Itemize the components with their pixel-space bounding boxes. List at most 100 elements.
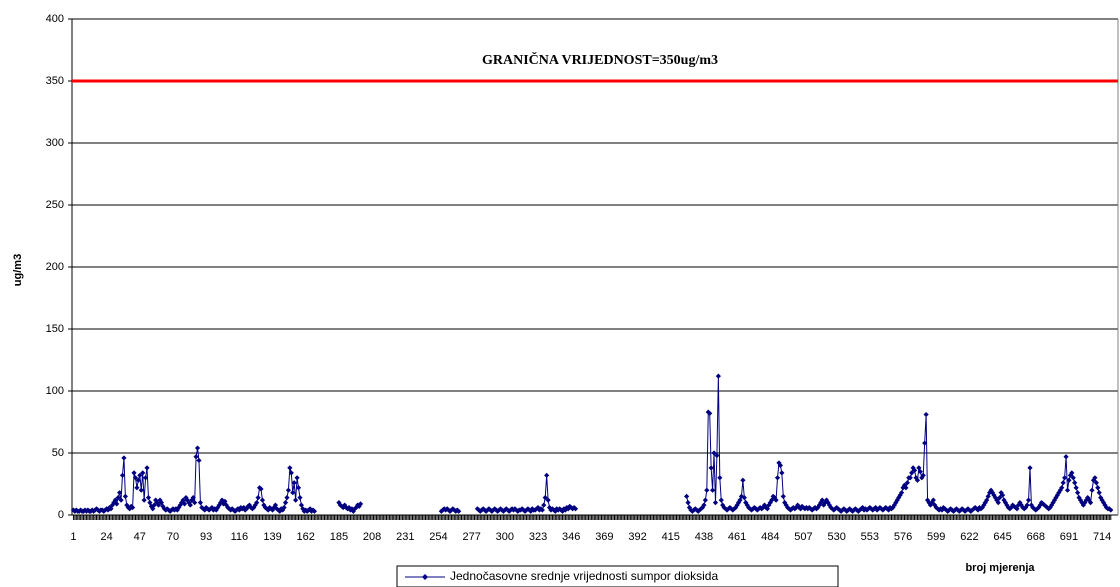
data-point bbox=[735, 500, 742, 506]
data-point bbox=[223, 502, 229, 508]
data-point bbox=[774, 475, 781, 481]
data-point bbox=[242, 507, 248, 513]
data-point bbox=[230, 507, 237, 513]
data-point bbox=[73, 507, 79, 513]
legend-label: Jednočasovne srednje vrijednosti sumpor … bbox=[450, 569, 718, 583]
data-point bbox=[549, 506, 556, 512]
data-point bbox=[132, 475, 139, 481]
data-point bbox=[950, 508, 957, 514]
data-point bbox=[942, 506, 948, 512]
data-point bbox=[841, 506, 847, 512]
data-point bbox=[297, 495, 303, 501]
data-point bbox=[290, 490, 296, 496]
data-point bbox=[486, 506, 492, 512]
data-point bbox=[861, 507, 867, 513]
data-point bbox=[99, 507, 105, 513]
data-point bbox=[193, 454, 199, 460]
data-point bbox=[1108, 507, 1114, 513]
data-point bbox=[939, 507, 945, 513]
data-point bbox=[685, 500, 691, 506]
data-point bbox=[174, 507, 180, 513]
data-point bbox=[836, 507, 843, 513]
data-point bbox=[525, 506, 531, 512]
data-point bbox=[300, 506, 306, 512]
x-tick-label: 691 bbox=[1060, 531, 1078, 543]
data-point bbox=[898, 490, 905, 496]
data-point bbox=[117, 490, 123, 496]
data-point bbox=[839, 507, 846, 513]
data-point bbox=[474, 506, 481, 512]
data-point bbox=[1064, 487, 1071, 493]
data-point bbox=[1089, 487, 1095, 493]
data-point bbox=[147, 500, 153, 506]
data-point bbox=[731, 506, 737, 512]
data-point bbox=[254, 500, 260, 506]
data-point bbox=[705, 409, 711, 415]
data-point bbox=[724, 507, 730, 513]
data-point bbox=[714, 452, 720, 459]
data-point bbox=[809, 507, 815, 513]
data-point bbox=[509, 506, 515, 512]
data-point bbox=[914, 477, 921, 483]
data-point bbox=[1087, 500, 1094, 506]
legend-box bbox=[396, 565, 839, 587]
x-tick-label: 415 bbox=[662, 531, 680, 543]
data-point bbox=[1008, 504, 1014, 511]
data-point bbox=[842, 507, 848, 513]
data-point bbox=[897, 492, 903, 498]
data-point bbox=[287, 465, 293, 471]
data-point bbox=[896, 495, 902, 501]
data-point bbox=[545, 497, 551, 503]
data-point bbox=[924, 497, 931, 503]
data-point bbox=[829, 506, 835, 512]
data-point bbox=[972, 504, 978, 511]
x-tick-label: 530 bbox=[827, 531, 845, 543]
data-point bbox=[1096, 490, 1102, 496]
data-point bbox=[275, 507, 281, 513]
data-point bbox=[913, 475, 919, 481]
data-point bbox=[285, 487, 292, 493]
data-point bbox=[190, 495, 196, 501]
data-point bbox=[936, 507, 942, 513]
data-point bbox=[93, 506, 100, 512]
data-point bbox=[787, 507, 794, 513]
data-point bbox=[949, 507, 955, 513]
x-tick-label: 254 bbox=[429, 531, 447, 543]
data-point bbox=[171, 507, 178, 513]
data-point bbox=[998, 490, 1004, 496]
x-tick-label: 208 bbox=[363, 531, 381, 543]
data-point bbox=[999, 492, 1006, 498]
data-point bbox=[179, 500, 185, 506]
data-point bbox=[532, 507, 538, 513]
data-point bbox=[904, 480, 910, 486]
y-tick-label: 150 bbox=[46, 323, 64, 335]
data-point bbox=[751, 504, 758, 511]
data-point bbox=[438, 508, 444, 514]
data-point bbox=[750, 506, 756, 512]
limit-label: GRANIČNA VRIJEDNOST=350ug/m3 bbox=[482, 51, 718, 68]
data-point bbox=[1063, 454, 1069, 460]
x-tick-label: 599 bbox=[927, 531, 945, 543]
x-tick-label: 714 bbox=[1093, 531, 1111, 543]
data-point bbox=[868, 506, 874, 512]
data-point bbox=[932, 502, 938, 508]
data-point bbox=[730, 507, 736, 513]
data-point bbox=[484, 507, 491, 513]
x-axis-label: broj mjerenja bbox=[965, 562, 1035, 574]
data-point bbox=[541, 502, 547, 508]
data-point bbox=[754, 507, 760, 513]
data-point bbox=[295, 485, 302, 491]
data-point bbox=[818, 500, 824, 506]
data-point bbox=[536, 507, 543, 513]
data-point bbox=[274, 506, 280, 512]
data-point bbox=[834, 504, 840, 511]
data-point bbox=[965, 506, 971, 512]
data-point bbox=[901, 482, 908, 488]
data-point bbox=[206, 507, 212, 513]
data-point bbox=[1060, 480, 1066, 486]
data-point bbox=[502, 507, 508, 513]
data-point bbox=[808, 506, 814, 512]
data-point bbox=[851, 507, 857, 513]
data-point bbox=[1095, 485, 1101, 491]
data-point bbox=[558, 507, 564, 513]
